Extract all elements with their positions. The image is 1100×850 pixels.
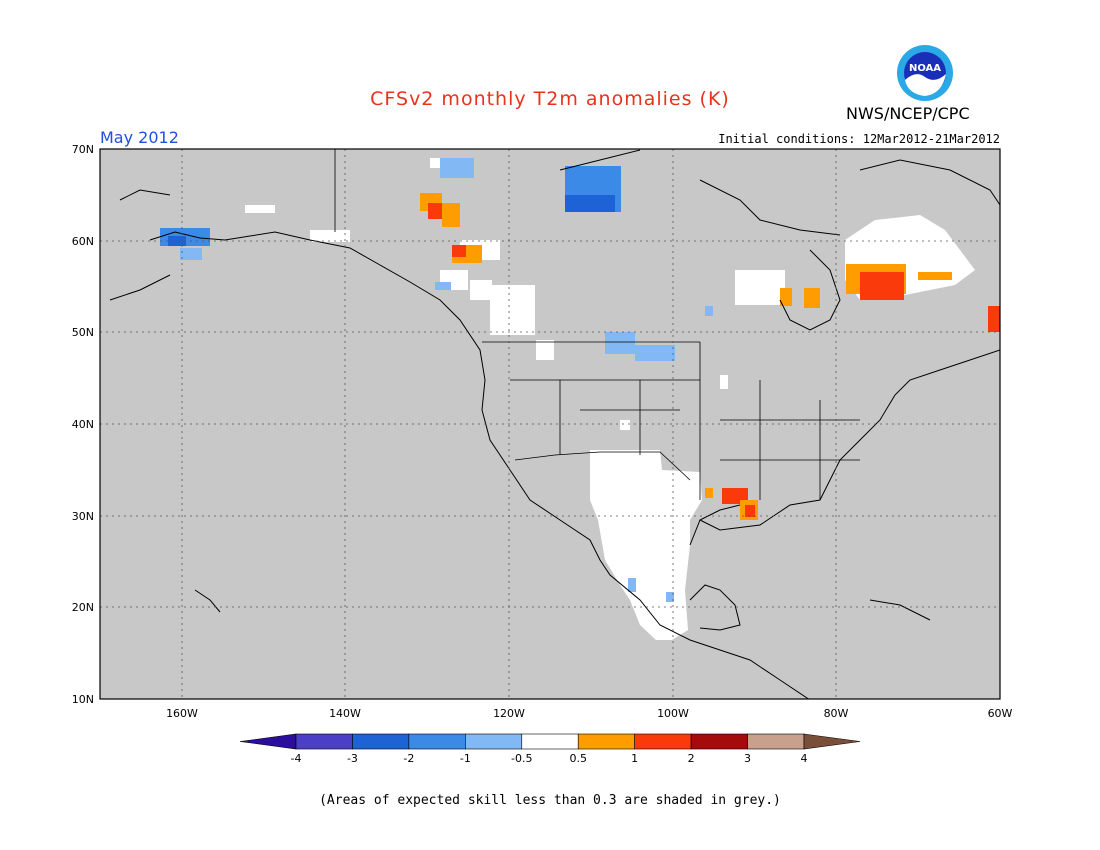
colorbar-tick-label: -0.5 [511,752,533,765]
colorbar-tick-label: 2 [687,752,695,765]
colorbar-tick-label: -1 [459,752,471,765]
lon-label-100w: 100W [657,707,689,720]
coastlines [109,149,1000,699]
map-frame [99,148,1001,700]
colorbar-tick-label: -2 [403,752,415,765]
colorbar-max-arrow [803,733,861,750]
lon-label-160w: 160W [166,707,198,720]
colorbar-legend [239,733,861,750]
noaa-logo-icon: NOAA [897,45,953,101]
colorbar-tick-label: -3 [346,752,358,765]
skill-footnote: (Areas of expected skill less than 0.3 a… [319,793,781,808]
lon-label-80w: 80W [824,707,849,720]
colorbar-swatch [690,733,748,750]
colorbar-swatch [521,733,579,750]
colorbar-swatch [577,733,635,750]
anomaly-cells [160,158,1000,602]
colorbar-min-arrow [239,733,297,750]
colorbar-swatch [634,733,692,750]
lon-label-140w: 140W [329,707,361,720]
initial-conditions: Initial conditions: 12Mar2012-21Mar2012 [718,132,1000,146]
agency-label: NWS/NCEP/CPC [846,104,970,123]
noaa-logo-text: NOAA [909,63,941,74]
chart-title: CFSv2 monthly T2m anomalies (K) [370,88,730,110]
lat-axis: 70N 60N 50N 40N 30N 20N 10N [72,143,94,706]
colorbar-tick-label: 0.5 [569,752,587,765]
colorbar-swatch [295,733,353,750]
near-normal-areas [245,158,975,640]
lon-label-60w: 60W [988,707,1013,720]
lat-label-70: 70N [72,143,94,156]
colorbar-swatch [408,733,466,750]
lat-label-20: 20N [72,601,94,614]
colorbar-swatch [747,733,805,750]
colorbar-swatch [352,733,410,750]
lat-label-40: 40N [72,418,94,431]
forecast-month: May 2012 [100,128,179,147]
lat-label-50: 50N [72,326,94,339]
lat-label-10: 10N [72,693,94,706]
gridlines [100,149,1000,699]
colorbar-tick-label: 4 [800,752,808,765]
lat-label-60: 60N [72,235,94,248]
colorbar-tick-label: 3 [744,752,752,765]
lon-label-120w: 120W [493,707,525,720]
lat-label-30: 30N [72,510,94,523]
colorbar-tick-label: 1 [631,752,639,765]
lon-axis: 160W 140W 120W 100W 80W 60W [166,707,1012,720]
colorbar-swatch [465,733,523,750]
colorbar-tick-label: -4 [290,752,302,765]
political-borders [334,149,860,500]
